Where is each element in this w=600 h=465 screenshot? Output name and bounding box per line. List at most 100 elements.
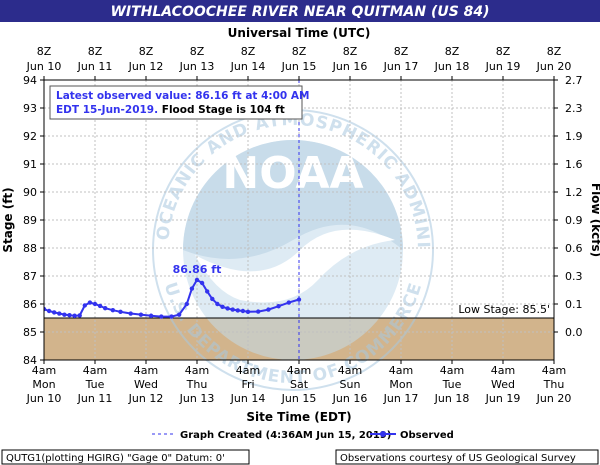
right-tick-label: 1.9: [565, 130, 583, 143]
info-line2: EDT 15-Jun-2019. Flood Stage is 104 ft: [56, 104, 285, 116]
observed-point: [240, 308, 246, 314]
observed-point: [194, 277, 200, 283]
bottom-tick-label: Wed: [134, 378, 158, 391]
watermark-noaa-text: NOAA: [222, 148, 363, 199]
bottom-tick-label: Jun 20: [536, 392, 572, 405]
top-tick-label: Jun 16: [332, 60, 368, 73]
top-tick-label: Jun 15: [281, 60, 317, 73]
low-stage-label: Low Stage: 85.5': [458, 303, 550, 316]
left-tick-label: 85: [23, 326, 37, 339]
bottom-tick-label: Wed: [491, 378, 515, 391]
bottom-axis-title: Site Time (EDT): [246, 410, 351, 424]
left-tick-label: 91: [23, 158, 37, 171]
observed-point: [215, 301, 220, 307]
legend-graph-created: Graph Created (4:36AM Jun 15, 2019): [180, 430, 391, 441]
bottom-tick-label: 4am: [338, 364, 362, 377]
top-tick-label: 8Z: [445, 45, 460, 58]
top-axis-title: Universal Time (UTC): [228, 26, 371, 40]
y-axis-left-title: Stage (ft): [1, 187, 15, 252]
footer-credit: Observations courtesy of US Geological S…: [340, 453, 576, 464]
legend-observed: Observed: [400, 430, 454, 441]
observed-point: [87, 300, 93, 305]
left-tick-label: 86: [23, 298, 37, 311]
top-tick-label: 8Z: [241, 45, 256, 58]
info-date: EDT 15-Jun-2019.: [56, 104, 158, 116]
bottom-tick-label: Tue: [442, 378, 462, 391]
top-tick-label: 8Z: [190, 45, 205, 58]
legend-observed-marker: [380, 431, 386, 437]
top-tick-label: Jun 10: [26, 60, 62, 73]
observed-point: [169, 314, 174, 319]
footer-datum: QUTG1(plotting HGIRG) "Gage 0" Datum: 0': [6, 453, 225, 464]
observed-point: [266, 307, 271, 312]
right-tick-label: 0.9: [565, 214, 583, 227]
observed-point: [210, 296, 215, 302]
top-tick-label: 8Z: [547, 45, 562, 58]
footer-left-box: [1, 449, 250, 465]
observed-point: [57, 311, 62, 316]
bottom-tick-label: Fri: [241, 378, 254, 391]
bottom-tick-label: Thu: [543, 378, 565, 391]
observed-point: [230, 307, 235, 312]
observed-point: [148, 313, 154, 318]
top-tick-label: 8Z: [37, 45, 52, 58]
top-tick-label: Jun 18: [434, 60, 470, 73]
observed-point: [184, 301, 189, 307]
observed-point: [52, 310, 57, 315]
bottom-tick-label: Sat: [290, 378, 309, 391]
left-tick-label: 88: [23, 242, 37, 255]
bottom-tick-label: Jun 14: [230, 392, 266, 405]
bottom-tick-label: 4am: [134, 364, 158, 377]
bottom-tick-label: Jun 12: [128, 392, 164, 405]
observed-point: [82, 303, 88, 308]
observed-point: [103, 306, 108, 311]
observed-point: [220, 304, 225, 309]
left-tick-label: 84: [23, 354, 37, 367]
left-tick-label: 92: [23, 130, 37, 143]
observed-point: [199, 280, 205, 286]
right-tick-label: 0.1: [565, 298, 583, 311]
plot-border: [43, 79, 555, 361]
left-axis-ticks: 84 85 86 87 88 89 90 91 92 93 94: [23, 74, 44, 367]
bottom-tick-label: Sun: [340, 378, 361, 391]
chart-title: WITHLACOOCHEE RIVER NEAR QUITMAN (US 84): [110, 4, 489, 20]
left-tick-label: 90: [23, 186, 37, 199]
left-tick-label: 89: [23, 214, 37, 227]
observed-point: [205, 289, 210, 294]
bottom-tick-label: 4am: [440, 364, 464, 377]
right-tick-label: 0.3: [565, 270, 583, 283]
bottom-tick-label: Jun 10: [26, 392, 62, 405]
bottom-tick-label: Jun 17: [383, 392, 419, 405]
bottom-tick-label: Thu: [186, 378, 208, 391]
observed-point: [159, 314, 164, 319]
bottom-tick-label: 4am: [287, 364, 311, 377]
right-tick-label: 2.7: [565, 74, 583, 87]
observed-point: [77, 313, 82, 318]
observed-point: [225, 306, 230, 311]
observed-point: [286, 300, 291, 305]
right-tick-label: 1.6: [565, 158, 583, 171]
top-tick-label: 8Z: [292, 45, 307, 58]
bottom-tick-label: 4am: [32, 364, 56, 377]
peak-label: 86.86 ft: [173, 263, 222, 276]
observed-point: [97, 303, 103, 309]
footer-right-box: [335, 449, 599, 465]
observed-point: [189, 286, 195, 291]
bottom-tick-label: 4am: [185, 364, 209, 377]
bottom-tick-label: 4am: [491, 364, 515, 377]
bottom-tick-label: Jun 16: [332, 392, 368, 405]
top-tick-label: Jun 17: [383, 60, 419, 73]
top-tick-label: Jun 19: [485, 60, 521, 73]
observed-point: [128, 311, 133, 316]
info-box: Latest observed value: 86.16 ft at 4:00 …: [49, 85, 309, 120]
top-tick-label: 8Z: [139, 45, 154, 58]
bottom-tick-label: Mon: [389, 378, 412, 391]
observed-point: [245, 309, 251, 315]
observed-point: [46, 308, 52, 314]
top-tick-label: Jun 12: [128, 60, 164, 73]
observed-point: [256, 309, 261, 314]
top-tick-label: 8Z: [394, 45, 409, 58]
top-tick-label: 8Z: [343, 45, 358, 58]
bottom-tick-label: Jun 15: [281, 392, 317, 405]
